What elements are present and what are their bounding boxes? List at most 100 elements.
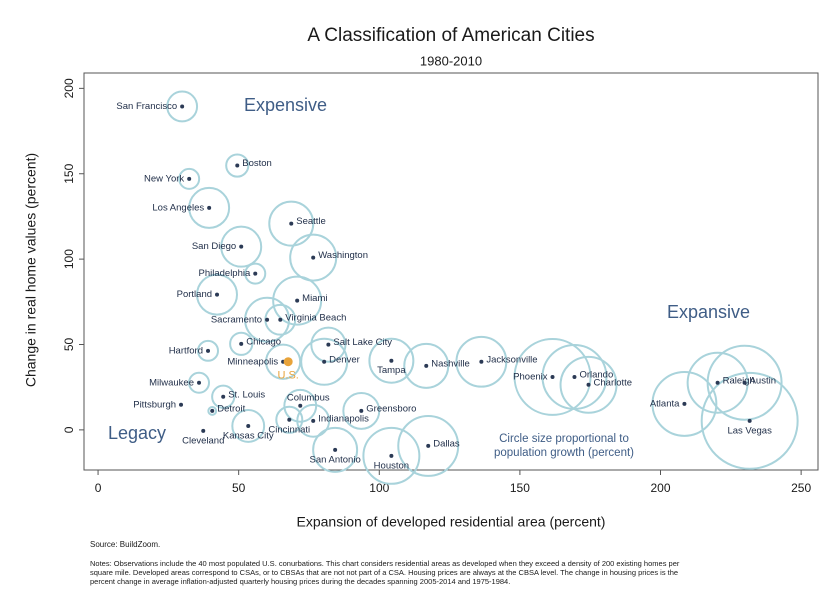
- bubble: [207, 406, 218, 416]
- city-dot: [289, 221, 294, 226]
- city-dot: [187, 176, 192, 181]
- city-label: San Francisco: [116, 101, 177, 112]
- bubble: [651, 370, 718, 437]
- bubble: [296, 403, 331, 438]
- city-label: Detroit: [217, 403, 245, 414]
- city-label: Pittsburgh: [133, 399, 176, 410]
- city-dot: [359, 408, 364, 413]
- chart-title: A Classification of American Cities: [307, 25, 594, 46]
- bubble: [188, 371, 211, 394]
- source: Source: BuildZoom.: [90, 540, 160, 549]
- city-dot: [747, 418, 752, 423]
- bubble: [686, 351, 749, 414]
- city-label: Denver: [329, 354, 360, 365]
- city-dot: [235, 163, 240, 168]
- city-label: Virginia Beach: [285, 312, 346, 323]
- bubble: [310, 326, 347, 363]
- city-dot: [333, 447, 338, 452]
- bubble: [197, 339, 220, 362]
- city-label: Chicago: [246, 336, 281, 347]
- city-label: Boston: [242, 158, 272, 169]
- city-label: Sacramento: [211, 314, 262, 325]
- x-tick-label: 50: [232, 481, 246, 495]
- x-tick-label: 150: [510, 481, 530, 495]
- city-label: Cincinnati: [268, 424, 310, 435]
- city-label: Washington: [318, 250, 368, 261]
- bubble: [272, 275, 323, 326]
- bubble: [196, 273, 238, 316]
- annotation: Legacy: [108, 423, 166, 443]
- city-dot: [180, 104, 185, 109]
- y-tick-label: 0: [62, 426, 76, 433]
- bubble: [188, 186, 231, 229]
- annotation: population growth (percent): [494, 447, 634, 459]
- city-dot: [682, 401, 687, 406]
- city-dot: [278, 317, 283, 322]
- bubble: [211, 384, 236, 409]
- bubble: [244, 296, 291, 343]
- bubble: [275, 405, 304, 434]
- notes: Notes: Observations include the 40 most …: [90, 559, 680, 568]
- city-dot: [179, 402, 184, 407]
- city-label: Portland: [177, 289, 212, 300]
- annotation: Circle size proportional to: [499, 433, 629, 445]
- city-label: Houston: [374, 460, 409, 471]
- city-label: Seattle: [296, 216, 326, 227]
- bubble: [559, 355, 618, 414]
- bubble: [178, 167, 201, 190]
- x-tick-label: 250: [791, 481, 811, 495]
- bubble: [455, 335, 508, 388]
- city-label: Minneapolis: [227, 356, 278, 367]
- city-dot: [572, 374, 577, 379]
- plot-frame: [83, 72, 819, 471]
- city-label: Miami: [302, 293, 327, 304]
- bubble: [312, 426, 359, 473]
- us-label: U.S.: [277, 370, 298, 382]
- city-dot: [550, 374, 555, 379]
- city-label: Las Vegas: [727, 425, 772, 436]
- x-axis-label: Expansion of developed residential area …: [297, 514, 606, 530]
- city-dot: [221, 394, 226, 399]
- city-label: Atlanta: [650, 398, 680, 409]
- y-tick-label: 200: [62, 78, 76, 98]
- bubble: [300, 337, 349, 386]
- city-label: Columbus: [287, 392, 330, 403]
- city-label: Charlotte: [594, 377, 633, 388]
- city-dot: [201, 428, 206, 433]
- city-label: Phoenix: [513, 371, 548, 382]
- bubble: [513, 337, 592, 416]
- city-label: San Diego: [192, 241, 236, 252]
- bubble: [403, 342, 450, 389]
- notes: percent change in average inflation-adju…: [90, 577, 510, 586]
- chart-subtitle: 1980-2010: [420, 53, 482, 68]
- bubble: [362, 426, 421, 485]
- y-tick-label: 100: [62, 249, 76, 269]
- bubble: [244, 262, 267, 285]
- city-dot: [246, 423, 251, 428]
- city-label: Tampa: [377, 365, 406, 376]
- city-label: Indianapolis: [318, 413, 369, 424]
- bubble: [368, 337, 415, 384]
- city-label: Dallas: [433, 438, 460, 449]
- city-dot: [210, 408, 215, 413]
- bubble: [231, 409, 266, 443]
- city-dot: [239, 341, 244, 346]
- x-tick-label: 200: [650, 481, 670, 495]
- city-label: Los Angeles: [152, 202, 204, 213]
- bubble: [220, 225, 263, 268]
- city-label: Raleigh: [723, 375, 755, 386]
- city-dot: [479, 359, 484, 364]
- city-label: Salt Lake City: [333, 337, 392, 348]
- city-dot: [389, 453, 394, 458]
- city-label: New York: [144, 173, 184, 184]
- y-tick-label: 150: [62, 163, 76, 183]
- city-dot: [742, 380, 747, 385]
- city-label: Philadelphia: [199, 268, 251, 279]
- city-label: Orlando: [579, 369, 613, 380]
- city-dot: [197, 380, 202, 385]
- city-label: Greensboro: [366, 403, 416, 414]
- x-tick-label: 100: [369, 481, 389, 495]
- city-dot: [311, 418, 316, 423]
- city-dot: [239, 244, 244, 249]
